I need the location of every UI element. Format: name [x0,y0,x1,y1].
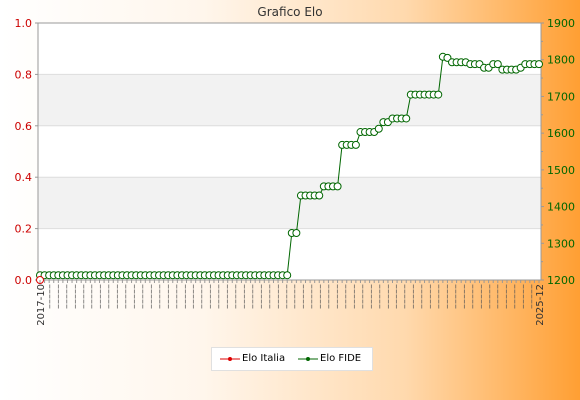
x-axis-label: ––––– [222,284,233,309]
x-axis-label: ––––– [434,284,445,309]
x-axis-label: ––––– [87,284,98,309]
x-axis-label: ––––– [129,284,140,309]
x-axis-label: ––––– [340,284,351,309]
x-axis-label: ––––– [154,284,165,309]
x-axis-label: ––––– [408,284,419,309]
x-axis-label: ––––– [256,284,267,309]
x-axis-label: ––––– [95,284,106,309]
legend: Elo Italia Elo FIDE [211,347,373,371]
data-point-elo-fide [434,90,443,99]
left-axis-tick-label: 0.4 [15,171,33,184]
x-axis-label: ––––– [121,284,132,309]
x-axis-label: ––––– [332,284,343,309]
data-point-elo-fide [315,191,324,200]
x-axis-label: ––––– [70,284,81,309]
data-point-elo-fide [402,114,411,123]
grid-band [38,177,541,229]
x-axis-label-first: 2017-10 [36,284,47,326]
x-axis-label: ––––– [247,284,258,309]
left-axis-tick-label: 0.8 [15,68,33,81]
legend-label-elo-fide: Elo FIDE [320,353,362,364]
x-axis-label: ––––– [467,284,478,309]
x-axis-label: ––––– [44,284,55,309]
left-axis-tick-label: 0.6 [15,120,33,133]
right-axis-tick-label: 1600 [547,127,575,140]
grid-band [38,74,541,126]
left-axis-tick-label: 0.0 [15,274,33,287]
x-axis-label: ––––– [527,284,538,309]
x-axis-label: ––––– [391,284,402,309]
data-point-elo-fide [283,271,292,280]
x-axis-label: ––––– [214,284,225,309]
x-axis-label: ––––– [510,284,521,309]
right-axis-tick-label: 1300 [547,237,575,250]
data-point-elo-fide [351,140,360,149]
x-axis-label: ––––– [442,284,453,309]
x-axis-label: ––––– [197,284,208,309]
x-axis-label: ––––– [264,284,275,309]
right-axis-tick-label: 1800 [547,54,575,67]
x-axis-label: ––––– [476,284,487,309]
x-axis-label: ––––– [315,284,326,309]
right-axis-tick-label: 1200 [547,274,575,287]
right-axis-tick-label: 1400 [547,201,575,214]
legend-label-elo-italia: Elo Italia [242,353,286,364]
x-axis-label: ––––– [231,284,242,309]
x-axis-label: ––––– [61,284,72,309]
x-axis-label: ––––– [459,284,470,309]
right-axis-tick-label: 1500 [547,164,575,177]
x-axis-label: ––––– [374,284,385,309]
x-axis-label: ––––– [518,284,529,309]
x-axis-label: ––––– [357,284,368,309]
x-axis-label: ––––– [493,284,504,309]
x-axis-label: ––––– [281,284,292,309]
x-axis-label: ––––– [188,284,199,309]
x-axis-label: ––––– [307,284,318,309]
left-axis-tick-label: 0.2 [15,223,33,236]
data-point-elo-fide [292,229,301,238]
x-axis-label: ––––– [78,284,89,309]
x-axis-label: ––––– [425,284,436,309]
right-axis-tick-label: 1700 [547,90,575,103]
x-axis-label: ––––– [273,284,284,309]
x-axis-label-last: 2025-12 [535,284,546,326]
x-axis-label: ––––– [163,284,174,309]
x-axis-label: ––––– [501,284,512,309]
x-axis-label: ––––– [137,284,148,309]
x-axis-label: ––––– [324,284,335,309]
x-axis-label: ––––– [290,284,301,309]
legend-marker-elo-fide-icon [298,357,318,361]
x-axis-label: ––––– [239,284,250,309]
legend-marker-elo-italia-icon [220,357,240,361]
x-axis-label: ––––– [53,284,64,309]
x-axis-label: ––––– [205,284,216,309]
x-axis-label: ––––– [366,284,377,309]
x-axis-label: ––––– [171,284,182,309]
x-axis-label: ––––– [383,284,394,309]
x-axis-label: ––––– [417,284,428,309]
data-point-elo-fide [374,124,383,133]
x-axis-label: ––––– [104,284,115,309]
data-point-elo-fide [333,182,342,191]
right-axis-tick-label: 1900 [547,17,575,30]
x-axis-label: ––––– [112,284,123,309]
x-axis-label: ––––– [146,284,157,309]
x-axis-label: ––––– [450,284,461,309]
x-axis-label: ––––– [180,284,191,309]
data-point-elo-fide [535,60,543,69]
x-axis-label: ––––– [484,284,495,309]
x-axis-label: ––––– [349,284,360,309]
x-axis-label: ––––– [400,284,411,309]
data-point-elo-fide [493,60,502,69]
left-axis-tick-label: 1.0 [15,17,33,30]
chart-title: Grafico Elo [257,5,322,19]
x-axis-label: ––––– [298,284,309,309]
